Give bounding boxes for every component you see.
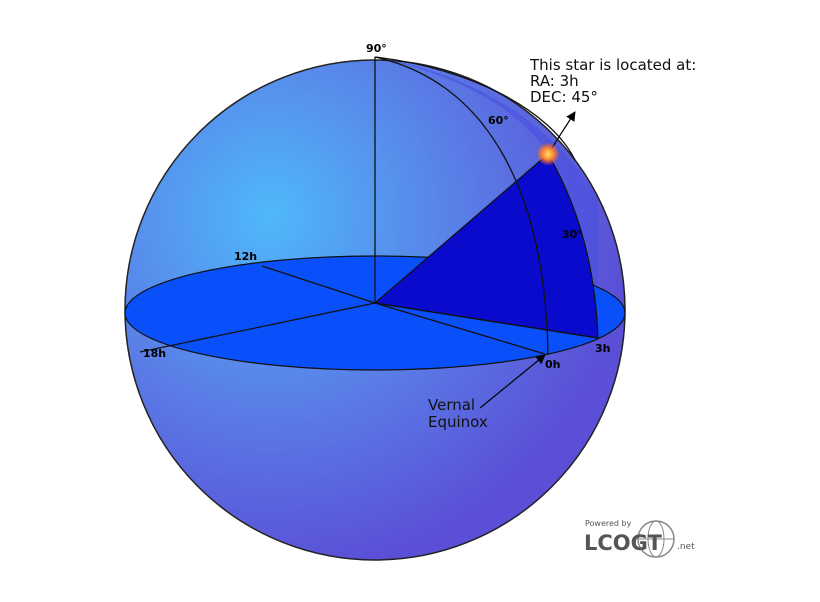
- callout-text: DEC: 45°: [530, 88, 598, 106]
- hour-label: 0h: [545, 358, 561, 371]
- dec-angle-label: 30°: [562, 228, 583, 241]
- callout-text: This star is located at:: [529, 56, 696, 74]
- hour-label: 12h: [234, 250, 257, 263]
- logo: Powered by LCOGT .net: [584, 519, 695, 558]
- hour-label: 3h: [595, 342, 611, 355]
- pole-label: 90°: [366, 42, 387, 55]
- logo-brand: LCOGT: [584, 531, 663, 555]
- vernal-text: Vernal: [428, 396, 475, 414]
- equinox-arrow: [479, 354, 546, 409]
- hour-label: 18h: [143, 347, 166, 360]
- vernal-text: Equinox: [428, 413, 488, 431]
- ra-angle-label: 60°: [488, 114, 509, 127]
- logo-text: Powered by: [585, 519, 632, 528]
- guide-lines: [139, 56, 599, 356]
- callout-text: RA: 3h: [530, 72, 579, 90]
- declination-sector: [373, 153, 599, 339]
- logo-text: .net: [677, 542, 695, 552]
- star: [537, 143, 559, 165]
